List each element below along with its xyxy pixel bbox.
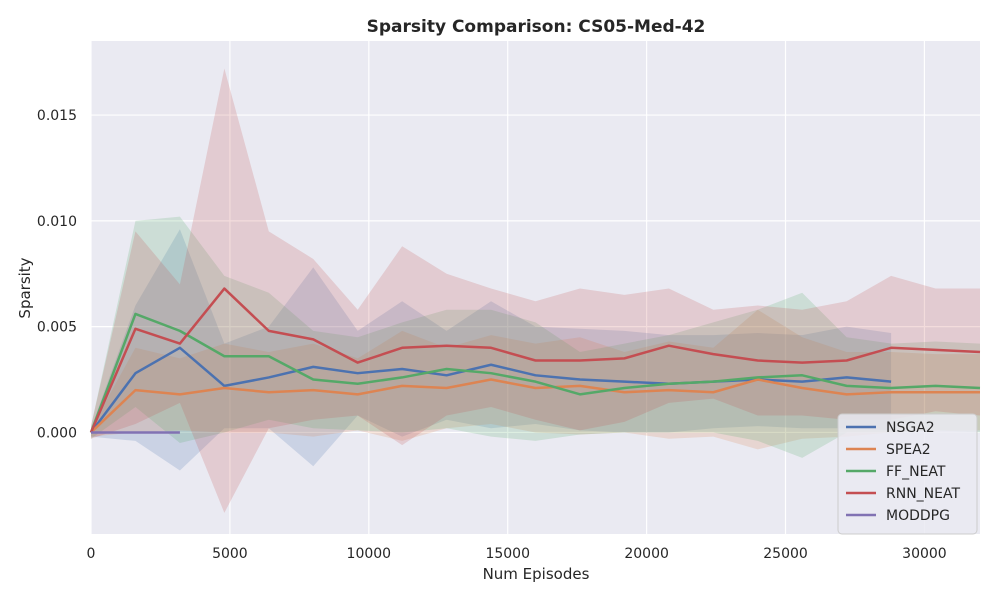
band-ff-neat bbox=[91, 216, 980, 458]
band-nsga2 bbox=[91, 229, 892, 471]
line-ff-neat bbox=[89, 312, 981, 433]
x-tick-label: 5000 bbox=[212, 546, 248, 562]
x-tick-label: 10000 bbox=[347, 546, 392, 562]
x-tick-label: 0 bbox=[87, 546, 96, 562]
legend-label-spea2: SPEA2 bbox=[886, 442, 931, 458]
chart-title: Sparsity Comparison: CS05-Med-42 bbox=[367, 17, 706, 37]
legend-label-moddpg: MODDPG bbox=[886, 508, 950, 524]
band-spea2 bbox=[91, 309, 980, 450]
x-tick-label: 20000 bbox=[624, 546, 669, 562]
x-axis-label: Num Episodes bbox=[483, 565, 590, 583]
y-tick-label: 0.005 bbox=[37, 320, 77, 336]
x-tick-label: 15000 bbox=[485, 546, 530, 562]
y-tick-label: 0.010 bbox=[37, 214, 77, 230]
legend-label-ff-neat: FF_NEAT bbox=[886, 464, 946, 480]
y-tick-label: 0.000 bbox=[37, 425, 77, 441]
line-spea2 bbox=[90, 378, 980, 434]
plot-area bbox=[91, 41, 980, 534]
legend-box bbox=[837, 413, 978, 535]
x-tick-label: 25000 bbox=[763, 546, 808, 562]
line-rnn-neat bbox=[89, 287, 981, 433]
legend-label-nsga2: NSGA2 bbox=[886, 420, 935, 436]
y-tick-label: 0.015 bbox=[37, 108, 77, 124]
legend: NSGA2 SPEA2 FF_NEAT RNN_NEAT MODDPG bbox=[837, 413, 978, 535]
legend-label-rnn-neat: RNN_NEAT bbox=[886, 486, 960, 502]
y-axis-label: Sparsity bbox=[16, 257, 34, 318]
x-tick-label: 30000 bbox=[902, 546, 947, 562]
band-rnn-neat bbox=[91, 68, 980, 513]
